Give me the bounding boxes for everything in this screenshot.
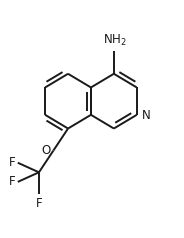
Text: F: F <box>36 197 42 210</box>
Text: N: N <box>142 109 151 122</box>
Text: F: F <box>9 175 16 188</box>
Text: O: O <box>41 144 51 157</box>
Text: F: F <box>9 156 16 169</box>
Text: NH$_2$: NH$_2$ <box>103 33 127 48</box>
